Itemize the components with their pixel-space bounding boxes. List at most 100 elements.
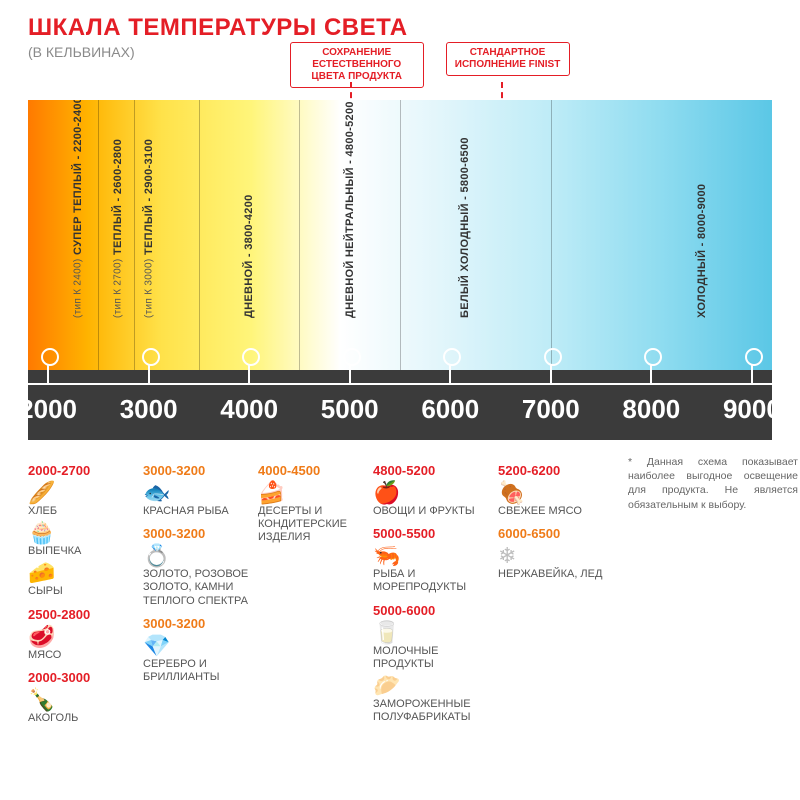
product-range: 3000-3200 — [143, 463, 255, 478]
tick-label: 9000 — [712, 394, 792, 425]
product-label: АКОГОЛЬ — [28, 712, 140, 725]
product-item: 🍰 ДЕСЕРТЫ И КОНДИТЕРСКИЕ ИЗДЕЛИЯ — [258, 482, 370, 545]
tick-stem — [248, 364, 250, 383]
band-label: ХОЛОДНЫЙ - 8000-9000 — [696, 108, 708, 318]
band-divider — [551, 100, 552, 390]
product-label: ХЛЕБ — [28, 505, 140, 518]
tick-marker — [142, 348, 160, 366]
product-label: ЗАМОРОЖЕННЫЕ ПОЛУФАБРИКАТЫ — [373, 698, 485, 724]
tick-marker — [544, 348, 562, 366]
product-label: НЕРЖАВЕЙКА, ЛЕД — [498, 568, 610, 581]
spectrum: (тип К 2400)СУПЕР ТЕПЛЫЙ - 2200-2400(тип… — [28, 100, 772, 390]
product-item: 🐟 КРАСНАЯ РЫБА — [143, 482, 255, 518]
product-range: 5000-5500 — [373, 526, 485, 541]
tick-label: 7000 — [511, 394, 591, 425]
product-label: РЫБА И МОРЕПРОДУКТЫ — [373, 568, 485, 594]
product-icon: 🥩 — [28, 626, 140, 648]
tick-label: 5000 — [310, 394, 390, 425]
product-icon: 🍰 — [258, 482, 370, 504]
product-item: ❄ НЕРЖАВЕЙКА, ЛЕД — [498, 545, 610, 581]
product-icon: ❄ — [498, 545, 610, 567]
product-icon: 🍎 — [373, 482, 485, 504]
tick-marker — [343, 348, 361, 366]
tick-label: 3000 — [109, 394, 189, 425]
product-column: 3000-3200 🐟 КРАСНАЯ РЫБА 3000-3200 💍 ЗОЛОТО… — [143, 455, 255, 684]
product-range: 6000-6500 — [498, 526, 610, 541]
product-item: 💍 ЗОЛОТО, РОЗОВОЕ ЗОЛОТО, КАМНИ ТЕПЛОГО … — [143, 545, 255, 608]
product-item: 💎 СЕРЕБРО И БРИЛЛИАНТЫ — [143, 635, 255, 684]
tick-label: 6000 — [410, 394, 490, 425]
kelvin-axis: 2000 3000 4000 5000 6000 — [28, 370, 772, 440]
band-label: (тип К 3000)ТЕПЛЫЙ - 2900-3100 — [143, 108, 155, 318]
callout-box: СТАНДАРТНОЕ ИСПОЛНЕНИЕ FINIST — [446, 42, 570, 76]
tick-label: 2000 — [8, 394, 88, 425]
band-label: БЕЛЫЙ ХОЛОДНЫЙ - 5800-6500 — [459, 108, 471, 318]
product-icon: 🐟 — [143, 482, 255, 504]
product-range: 2000-3000 — [28, 670, 140, 685]
product-range: 2000-2700 — [28, 463, 140, 478]
band-divider — [199, 100, 200, 390]
product-label: КРАСНАЯ РЫБА — [143, 505, 255, 518]
product-item: 🦐 РЫБА И МОРЕПРОДУКТЫ — [373, 545, 485, 594]
product-icon: 💎 — [143, 635, 255, 657]
band-divider — [134, 100, 135, 390]
product-label: ОВОЩИ И ФРУКТЫ — [373, 505, 485, 518]
product-item: 🍾 АКОГОЛЬ — [28, 689, 140, 725]
tick-stem — [47, 364, 49, 383]
product-icon: 🥖 — [28, 482, 140, 504]
band-divider — [299, 100, 300, 390]
tick-marker — [745, 348, 763, 366]
band-label: ДНЕВНОЙ - 3800-4200 — [243, 108, 255, 318]
product-label: МЯСО — [28, 649, 140, 662]
product-item: 🧀 СЫРЫ — [28, 562, 140, 598]
callout-box: СОХРАНЕНИЕ ЕСТЕСТВЕННОГО ЦВЕТА ПРОДУКТА — [290, 42, 424, 88]
product-item: 🥟 ЗАМОРОЖЕННЫЕ ПОЛУФАБРИКАТЫ — [373, 675, 485, 724]
product-icon: 💍 — [143, 545, 255, 567]
band-divider — [98, 100, 99, 390]
product-range: 4000-4500 — [258, 463, 370, 478]
product-label: ВЫПЕЧКА — [28, 545, 140, 558]
tick-stem — [449, 364, 451, 383]
product-column: 4000-4500 🍰 ДЕСЕРТЫ И КОНДИТЕРСКИЕ ИЗДЕЛИ… — [258, 455, 370, 545]
product-label: СЕРЕБРО И БРИЛЛИАНТЫ — [143, 658, 255, 684]
product-item: 🥩 МЯСО — [28, 626, 140, 662]
product-item: 🥖 ХЛЕБ — [28, 482, 140, 518]
tick-stem — [550, 364, 552, 383]
tick-stem — [650, 364, 652, 383]
product-range: 5200-6200 — [498, 463, 610, 478]
product-column: 5200-6200 🍖 СВЕЖЕЕ МЯСО 6000-6500 ❄ НЕРЖАВЕ… — [498, 455, 610, 581]
product-icon: 🥛 — [373, 622, 485, 644]
band-label: ДНЕВНОЙ НЕЙТРАЛЬНЫЙ - 4800-5200 — [344, 108, 356, 318]
product-label: СВЕЖЕЕ МЯСО — [498, 505, 610, 518]
product-icon: 🧁 — [28, 522, 140, 544]
tick-label: 4000 — [209, 394, 289, 425]
product-range: 2500-2800 — [28, 607, 140, 622]
product-icon: 🍖 — [498, 482, 610, 504]
product-label: МОЛОЧНЫЕ ПРОДУКТЫ — [373, 645, 485, 671]
product-icon: 🦐 — [373, 545, 485, 567]
tick-label: 8000 — [611, 394, 691, 425]
footnote: * Данная схема показывает наиболее выгод… — [628, 455, 798, 512]
product-icon: 🥟 — [373, 675, 485, 697]
product-label: СЫРЫ — [28, 585, 140, 598]
axis-line — [28, 383, 772, 385]
product-column: 2000-2700 🥖 ХЛЕБ 🧁 ВЫПЕЧКА 🧀 СЫРЫ 2500-2800 🥩… — [28, 455, 140, 725]
product-range: 5000-6000 — [373, 603, 485, 618]
product-range: 3000-3200 — [143, 526, 255, 541]
tick-stem — [751, 364, 753, 383]
product-column: 4800-5200 🍎 ОВОЩИ И ФРУКТЫ 5000-5500 🦐 РЫБА… — [373, 455, 485, 724]
product-label: ЗОЛОТО, РОЗОВОЕ ЗОЛОТО, КАМНИ ТЕПЛОГО СП… — [143, 568, 255, 608]
callouts: СОХРАНЕНИЕ ЕСТЕСТВЕННОГО ЦВЕТА ПРОДУКТА С… — [0, 42, 800, 102]
product-icon: 🍾 — [28, 689, 140, 711]
tick-marker — [41, 348, 59, 366]
product-range: 4800-5200 — [373, 463, 485, 478]
product-icon: 🧀 — [28, 562, 140, 584]
product-item: 🍖 СВЕЖЕЕ МЯСО — [498, 482, 610, 518]
page-title: ШКАЛА ТЕМПЕРАТУРЫ СВЕТА — [28, 14, 408, 42]
product-range: 3000-3200 — [143, 616, 255, 631]
band-divider — [400, 100, 401, 390]
tick-stem — [148, 364, 150, 383]
band-label: (тип К 2700)ТЕПЛЫЙ - 2600-2800 — [112, 108, 124, 318]
product-label: ДЕСЕРТЫ И КОНДИТЕРСКИЕ ИЗДЕЛИЯ — [258, 505, 370, 545]
tick-stem — [349, 364, 351, 383]
